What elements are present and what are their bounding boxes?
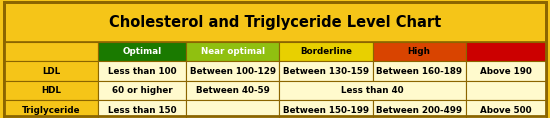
Text: Less than 100: Less than 100: [108, 67, 176, 76]
Bar: [4, 61, 97, 81]
Bar: [186, 42, 279, 61]
Text: Between 200-499: Between 200-499: [376, 105, 462, 115]
Bar: [279, 61, 372, 81]
Text: Triglyceride: Triglyceride: [22, 105, 80, 115]
Bar: [97, 81, 186, 100]
Text: High: High: [408, 47, 431, 56]
Bar: [466, 81, 546, 100]
Text: HDL: HDL: [41, 86, 61, 95]
Bar: [279, 42, 372, 61]
Bar: [466, 61, 546, 81]
Text: Cholesterol and Triglyceride Level Chart: Cholesterol and Triglyceride Level Chart: [109, 15, 441, 30]
Text: Between 130-159: Between 130-159: [283, 67, 369, 76]
Bar: [4, 100, 97, 118]
Bar: [186, 61, 279, 81]
Text: Between 40-59: Between 40-59: [196, 86, 270, 95]
Bar: [372, 61, 466, 81]
Bar: [279, 81, 466, 100]
Text: Less than 40: Less than 40: [342, 86, 404, 95]
Text: Between 100-129: Between 100-129: [190, 67, 276, 76]
Text: Borderline: Borderline: [300, 47, 352, 56]
Text: Between 150-199: Between 150-199: [283, 105, 369, 115]
Bar: [279, 100, 372, 118]
Bar: [97, 61, 186, 81]
Bar: [466, 42, 546, 61]
Text: LDL: LDL: [42, 67, 60, 76]
Text: Less than 150: Less than 150: [108, 105, 176, 115]
Text: Between 160-189: Between 160-189: [376, 67, 462, 76]
Bar: [186, 100, 279, 118]
Bar: [97, 42, 186, 61]
Bar: [4, 81, 97, 100]
Text: Near optimal: Near optimal: [201, 47, 265, 56]
Text: 60 or higher: 60 or higher: [112, 86, 172, 95]
Bar: [466, 100, 546, 118]
Bar: [186, 81, 279, 100]
Text: Above 190: Above 190: [480, 67, 532, 76]
Bar: [97, 100, 186, 118]
Bar: [372, 100, 466, 118]
Text: Dangerous: Dangerous: [479, 47, 532, 56]
Bar: [372, 42, 466, 61]
Text: Above 500: Above 500: [480, 105, 531, 115]
Bar: [4, 42, 97, 61]
Text: Optimal: Optimal: [122, 47, 162, 56]
